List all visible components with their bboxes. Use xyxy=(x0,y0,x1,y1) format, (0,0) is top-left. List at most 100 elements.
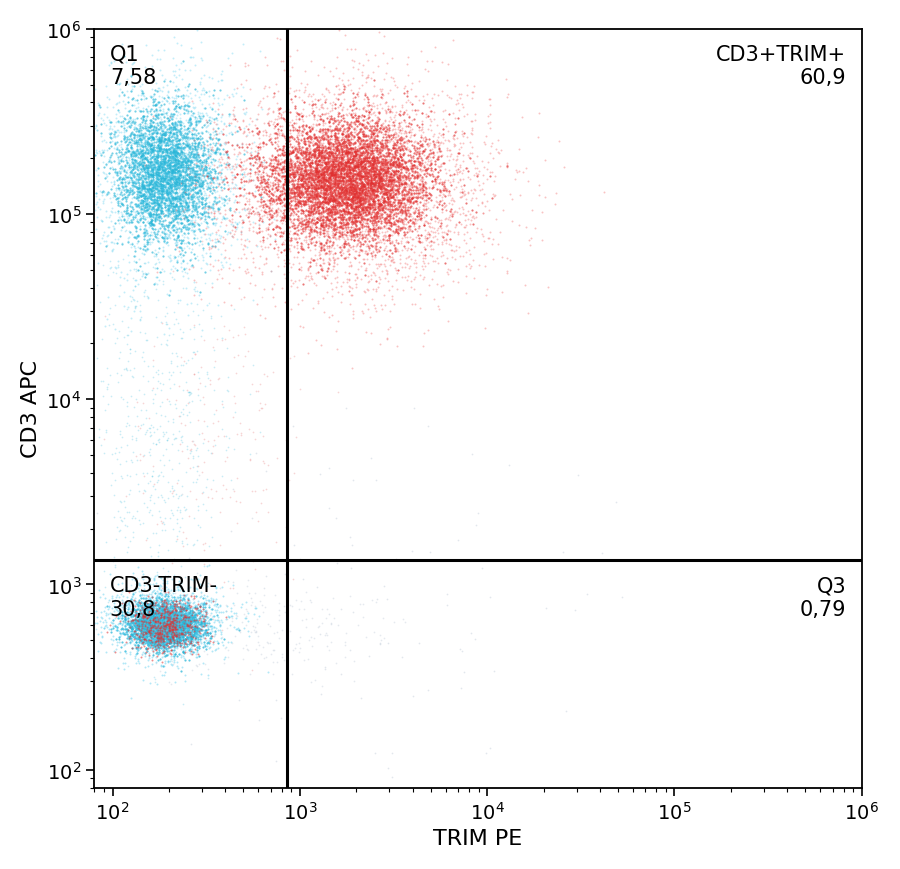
Point xyxy=(346,172,360,186)
Point xyxy=(162,613,176,627)
Point xyxy=(156,448,170,462)
Point xyxy=(192,109,206,123)
Point xyxy=(169,607,184,620)
Point xyxy=(400,251,414,265)
Point xyxy=(103,122,117,136)
Point xyxy=(341,79,356,93)
Point xyxy=(197,626,211,640)
Point xyxy=(305,167,320,181)
Point xyxy=(180,267,194,281)
Point xyxy=(372,113,386,127)
Point xyxy=(146,596,160,610)
Point xyxy=(174,632,188,646)
Point xyxy=(375,226,390,240)
Point xyxy=(152,582,166,596)
Point xyxy=(176,625,191,639)
Point xyxy=(339,139,354,153)
Point xyxy=(315,163,329,177)
Point xyxy=(156,176,170,189)
Point xyxy=(201,622,215,636)
Point xyxy=(148,616,163,630)
Point xyxy=(366,222,381,236)
Point xyxy=(169,616,184,630)
Point xyxy=(259,222,274,235)
Point xyxy=(280,638,294,652)
Point xyxy=(130,641,144,655)
Point xyxy=(382,129,396,143)
Point xyxy=(367,80,382,94)
Point xyxy=(208,614,222,627)
Point xyxy=(199,618,213,632)
Point xyxy=(178,138,193,152)
Point xyxy=(208,164,222,178)
Point xyxy=(371,207,385,221)
Point xyxy=(141,292,156,306)
Point xyxy=(368,164,382,178)
Point xyxy=(311,620,326,634)
Point xyxy=(180,156,194,169)
Point xyxy=(269,209,284,223)
Point xyxy=(288,123,302,136)
Point xyxy=(259,200,274,214)
Point xyxy=(394,162,409,176)
Point xyxy=(127,362,141,376)
Point xyxy=(148,618,163,632)
Point xyxy=(279,189,293,202)
Point xyxy=(290,236,304,250)
Point xyxy=(179,614,194,627)
Point xyxy=(351,201,365,215)
Point xyxy=(459,269,473,283)
Point xyxy=(121,540,135,554)
Point xyxy=(426,146,440,160)
Point xyxy=(318,168,332,182)
Point xyxy=(148,199,162,213)
Point xyxy=(406,206,420,220)
Point xyxy=(166,643,181,657)
Point xyxy=(118,609,132,623)
Point xyxy=(284,182,299,196)
Point xyxy=(164,612,178,626)
Point xyxy=(305,168,320,182)
Point xyxy=(140,291,155,305)
Point xyxy=(148,640,163,653)
Point xyxy=(424,235,438,249)
Point xyxy=(341,122,356,136)
Point xyxy=(313,134,328,148)
Point xyxy=(355,117,369,131)
Point xyxy=(102,612,116,626)
Point xyxy=(461,186,475,200)
Point xyxy=(344,121,358,135)
Point xyxy=(376,180,391,194)
Point xyxy=(163,141,177,155)
Point xyxy=(422,192,436,206)
Point xyxy=(163,75,177,89)
Point xyxy=(170,629,184,643)
Point xyxy=(140,130,155,144)
Point xyxy=(141,626,156,640)
Point xyxy=(346,224,360,238)
Point xyxy=(178,219,193,233)
Point xyxy=(204,174,219,188)
Point xyxy=(421,110,436,124)
Point xyxy=(164,184,178,198)
Point xyxy=(144,220,158,234)
Point xyxy=(128,630,142,644)
Point xyxy=(170,148,184,162)
Point xyxy=(282,202,296,216)
Point xyxy=(370,126,384,140)
Point xyxy=(294,173,309,187)
Point xyxy=(120,438,134,452)
Point xyxy=(450,262,464,276)
Point xyxy=(366,298,381,312)
Point xyxy=(169,173,184,187)
Point xyxy=(363,214,377,228)
Point xyxy=(140,188,155,202)
Point xyxy=(191,619,205,633)
Point xyxy=(328,154,343,168)
Point xyxy=(190,582,204,596)
Point xyxy=(140,641,155,655)
Point xyxy=(251,610,266,624)
Point xyxy=(147,218,161,232)
Point xyxy=(143,175,157,189)
Point xyxy=(136,103,150,116)
